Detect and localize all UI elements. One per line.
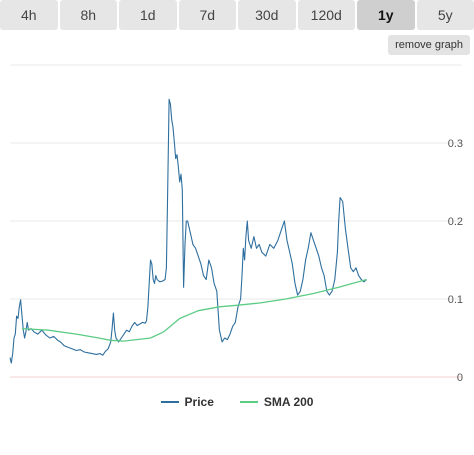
price-chart: 00.10.20.3Jul '25Oct '25Jan '26: [9, 64, 463, 384]
tab-30d[interactable]: 30d: [238, 0, 296, 30]
y-tick-label-1: 0.1: [448, 294, 463, 306]
y-tick-label-3: 0.3: [448, 138, 463, 150]
tab-5y[interactable]: 5y: [416, 0, 474, 30]
timeframe-tabs: 4h 8h 1d 7d 30d 120d 1y 5y: [0, 0, 474, 30]
tab-7d[interactable]: 7d: [178, 0, 236, 30]
tab-8h[interactable]: 8h: [59, 0, 117, 30]
sma200-legend-swatch: [239, 401, 258, 403]
legend-label-sma200: SMA 200: [263, 395, 314, 409]
tab-1y[interactable]: 1y: [357, 0, 415, 30]
sma200-series-line: [21, 278, 367, 342]
remove-graph-button[interactable]: remove graph: [388, 35, 470, 55]
legend-label-price: Price: [184, 395, 214, 409]
tab-120d[interactable]: 120d: [297, 0, 355, 30]
y-tick-label-2: 0.2: [448, 216, 463, 228]
tab-1d[interactable]: 1d: [119, 0, 177, 30]
chart-legend: Price SMA 200: [0, 392, 474, 412]
tab-4h[interactable]: 4h: [0, 0, 58, 30]
price-series-line: [9, 98, 367, 364]
y-tick-label-0: 0: [457, 372, 463, 384]
legend-item-price[interactable]: Price: [160, 395, 214, 409]
price-legend-swatch: [160, 401, 179, 403]
legend-item-sma200[interactable]: SMA 200: [239, 395, 314, 409]
